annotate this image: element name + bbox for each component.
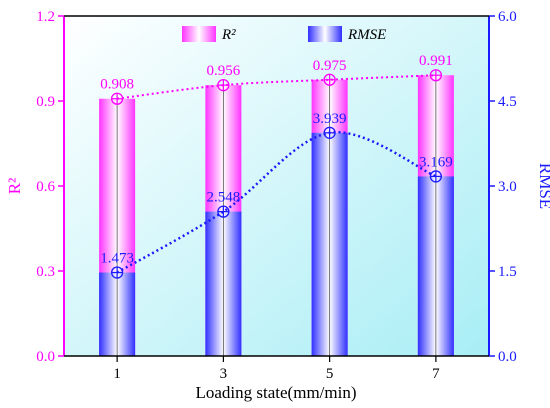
right-axis-ticks: 0.0 1.5 3.0 4.5 6.0 bbox=[489, 9, 517, 365]
x-axis-title: Loading state(mm/min) bbox=[196, 383, 357, 402]
marker-r2-5 bbox=[323, 73, 336, 86]
x-tick-label-7: 7 bbox=[432, 366, 440, 382]
right-tick-label: 6.0 bbox=[498, 9, 517, 25]
left-tick-label: 1.2 bbox=[36, 9, 55, 25]
right-tick-label: 4.5 bbox=[498, 94, 517, 110]
label-r2-1: 0.908 bbox=[100, 77, 134, 93]
right-axis-title: RMSE bbox=[536, 163, 550, 209]
marker-r2-3 bbox=[217, 78, 230, 92]
label-r2-3: 0.956 bbox=[207, 63, 241, 79]
legend-label-rmse: RMSE bbox=[347, 27, 386, 43]
right-tick-label: 1.5 bbox=[498, 264, 517, 280]
label-rmse-3: 2.548 bbox=[207, 190, 241, 206]
marker-rmse-1 bbox=[110, 266, 124, 279]
left-tick-label: 0.6 bbox=[36, 179, 55, 195]
legend-swatch-r2 bbox=[182, 26, 216, 42]
x-tick-label-3: 3 bbox=[220, 366, 228, 382]
legend-swatch-rmse bbox=[308, 26, 342, 42]
marker-r2-1 bbox=[110, 92, 124, 105]
left-tick-label: 0.9 bbox=[36, 94, 55, 110]
marker-r2-7 bbox=[429, 69, 443, 82]
label-rmse-5: 3.939 bbox=[313, 111, 347, 127]
marker-rmse-7 bbox=[429, 170, 443, 183]
x-axis-ticks: 1 3 5 7 bbox=[113, 356, 440, 382]
left-axis-ticks: 0.0 0.3 0.6 0.9 1.2 bbox=[36, 9, 64, 365]
label-rmse-1: 1.473 bbox=[100, 251, 134, 267]
left-axis-title: R² bbox=[5, 178, 24, 194]
rmse-bars bbox=[99, 75, 454, 356]
right-tick-label: 3.0 bbox=[498, 179, 517, 195]
left-tick-label: 0.0 bbox=[36, 349, 55, 365]
marker-rmse-3 bbox=[217, 205, 230, 218]
marker-rmse-5 bbox=[323, 126, 336, 139]
x-tick-label-5: 5 bbox=[326, 366, 334, 382]
r2-trend-line bbox=[116, 74, 436, 100]
left-tick-label: 0.3 bbox=[36, 264, 55, 280]
label-r2-7: 0.991 bbox=[419, 53, 453, 69]
label-r2-5: 0.975 bbox=[313, 58, 347, 74]
markers bbox=[110, 69, 443, 279]
label-rmse-7: 3.169 bbox=[419, 154, 453, 170]
legend-label-r2: R² bbox=[221, 27, 236, 43]
x-tick-label-1: 1 bbox=[113, 366, 121, 382]
data-labels: 0.908 0.956 0.975 0.991 1.473 2.548 3.939 3.169 bbox=[100, 53, 453, 266]
right-tick-label: 0.0 bbox=[498, 349, 517, 365]
legend: R² RMSE bbox=[182, 26, 386, 43]
trend-lines bbox=[116, 74, 437, 274]
